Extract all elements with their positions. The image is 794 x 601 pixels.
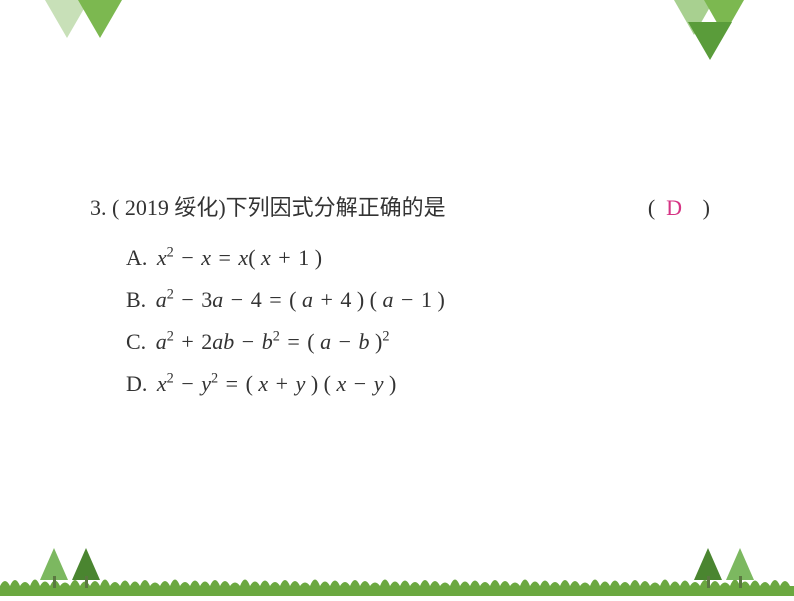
option-c: C. a2 + 2ab − b2 = ( a − b )2: [126, 321, 710, 363]
option-label: D.: [126, 371, 147, 396]
tree-decoration: [694, 548, 722, 588]
option-formula: a2 + 2ab − b2 = ( a − b )2: [156, 329, 390, 354]
option-a: A. x2 − x = x( x + 1 ): [126, 237, 710, 279]
options-list: A. x2 − x = x( x + 1 ) B. a2 − 3a − 4 = …: [126, 237, 710, 404]
triangle-decoration: [688, 22, 732, 60]
question-line: 3. ( 2019 绥化)下列因式分解正确的是 ( D ): [90, 190, 710, 225]
option-label: A.: [126, 245, 147, 270]
tree-decoration: [40, 548, 68, 588]
question-text: 3. ( 2019 绥化)下列因式分解正确的是: [90, 190, 446, 225]
option-label: B.: [126, 287, 146, 312]
option-formula: a2 − 3a − 4 = ( a + 4 ) ( a − 1 ): [156, 287, 445, 312]
grass-decoration: [0, 568, 794, 596]
triangle-decoration: [78, 0, 122, 38]
question-number: 3.: [90, 195, 107, 220]
option-d: D. x2 − y2 = ( x + y ) ( x − y ): [126, 363, 710, 405]
answer-blank: ( D ): [648, 190, 710, 225]
top-decorations: [0, 0, 794, 60]
option-label: C.: [126, 329, 146, 354]
question-stem: 下列因式分解正确的是: [226, 195, 446, 220]
question-source: ( 2019 绥化): [112, 195, 226, 220]
option-b: B. a2 − 3a − 4 = ( a + 4 ) ( a − 1 ): [126, 279, 710, 321]
tree-decoration: [72, 548, 100, 588]
answer-letter: D: [666, 190, 686, 225]
question-content: 3. ( 2019 绥化)下列因式分解正确的是 ( D ) A. x2 − x …: [90, 190, 710, 404]
option-formula: x2 − x = x( x + 1 ): [157, 245, 322, 270]
tree-decoration: [726, 548, 754, 588]
option-formula: x2 − y2 = ( x + y ) ( x − y ): [157, 371, 396, 396]
